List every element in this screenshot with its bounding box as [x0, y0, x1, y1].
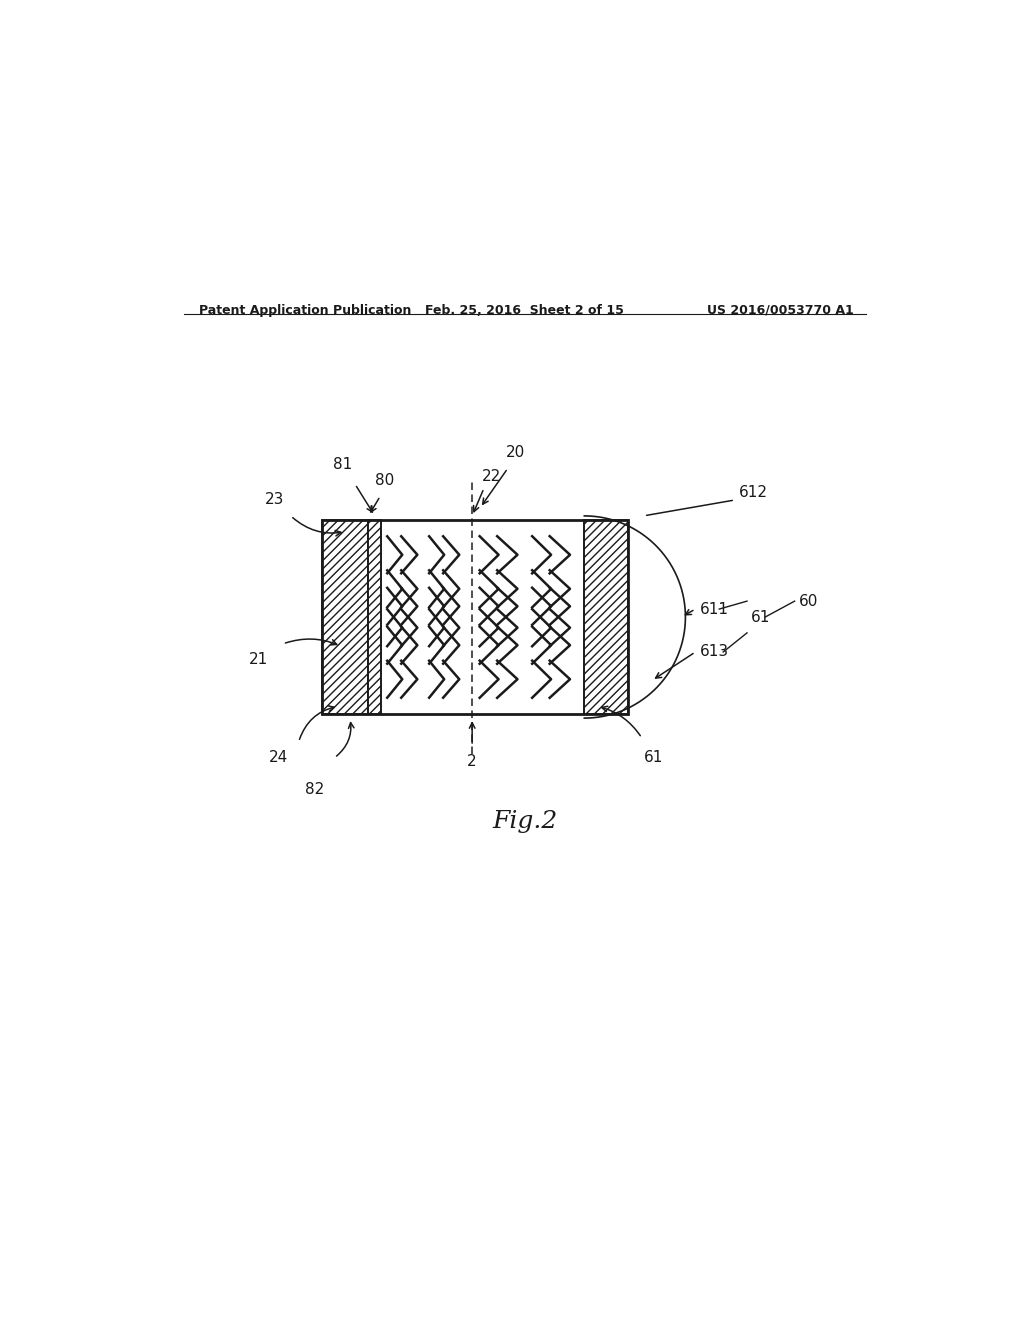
Bar [369, 520, 381, 714]
Text: 20: 20 [506, 445, 525, 459]
Text: 611: 611 [699, 602, 728, 616]
Text: Feb. 25, 2016  Sheet 2 of 15: Feb. 25, 2016 Sheet 2 of 15 [425, 304, 625, 317]
Bar [323, 520, 628, 714]
Text: Patent Application Publication: Patent Application Publication [200, 304, 412, 317]
Text: 82: 82 [305, 783, 325, 797]
Bar [323, 520, 369, 714]
Text: 61: 61 [751, 610, 770, 624]
Bar [585, 520, 628, 714]
Text: 60: 60 [799, 594, 818, 609]
Text: 2: 2 [467, 754, 477, 770]
Text: 22: 22 [482, 469, 502, 483]
Text: 61: 61 [644, 750, 664, 766]
Text: 612: 612 [739, 484, 768, 499]
Text: 613: 613 [699, 644, 728, 660]
Bar [323, 520, 628, 714]
Text: 21: 21 [249, 652, 268, 668]
Text: 81: 81 [334, 457, 352, 471]
Text: 80: 80 [375, 473, 394, 487]
Text: US 2016/0053770 A1: US 2016/0053770 A1 [708, 304, 854, 317]
Text: Fig.2: Fig.2 [493, 810, 557, 833]
Text: 23: 23 [265, 492, 285, 507]
Text: 24: 24 [269, 750, 289, 766]
